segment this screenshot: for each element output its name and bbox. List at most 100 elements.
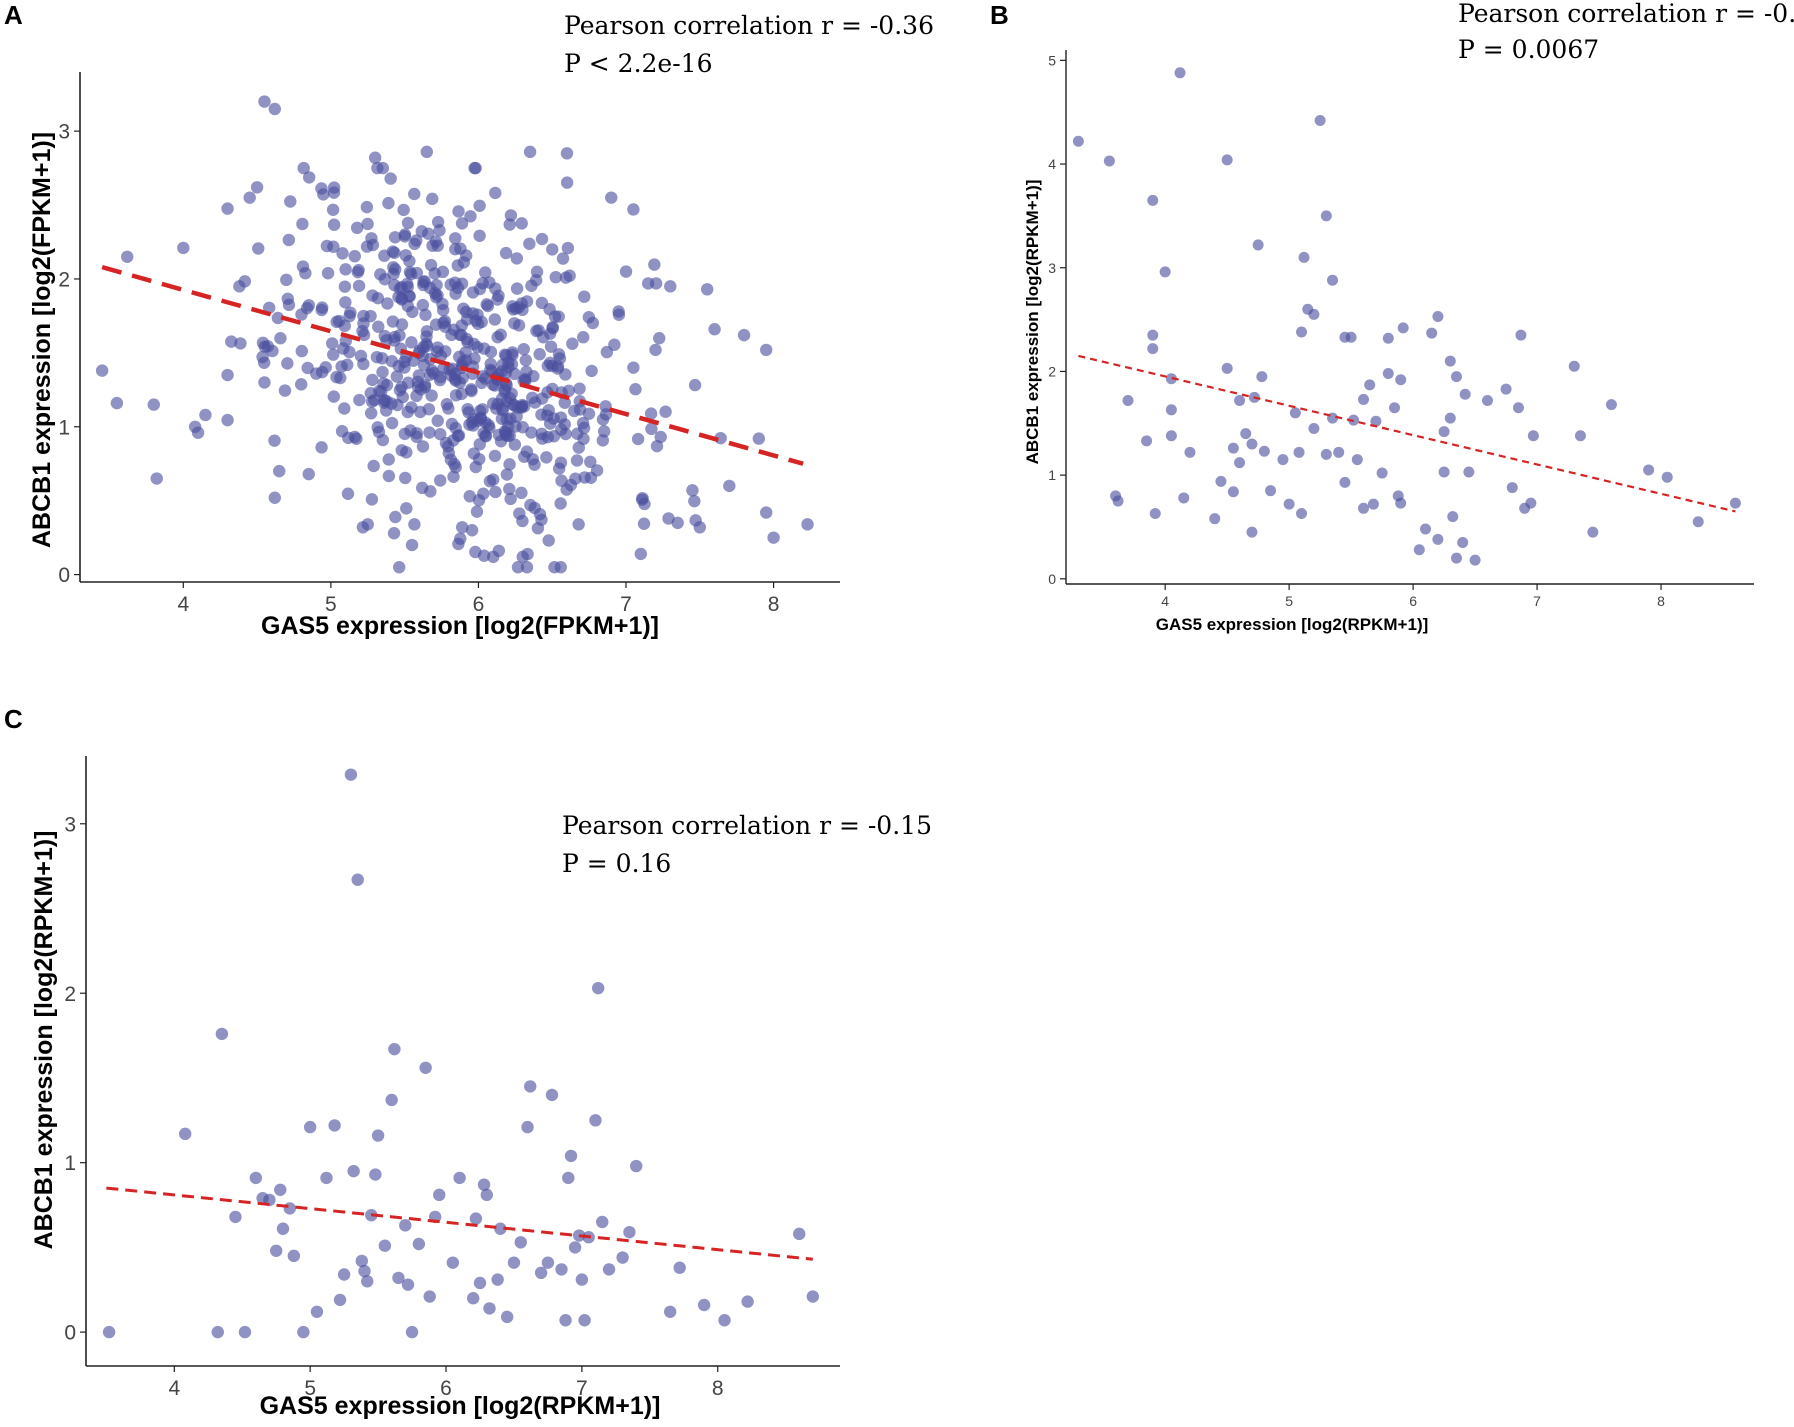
scatter-point xyxy=(268,102,281,116)
scatter-point xyxy=(1165,373,1177,385)
scatter-point xyxy=(351,873,364,886)
scatter-point xyxy=(571,427,584,440)
scatter-point xyxy=(1103,155,1115,167)
scatter-point xyxy=(449,232,462,245)
scatter-point xyxy=(516,421,529,434)
y-tick-label: 3 xyxy=(58,121,70,144)
scatter-point xyxy=(404,424,417,437)
scatter-point xyxy=(215,1027,229,1041)
scatter-point xyxy=(653,332,666,345)
scatter-point xyxy=(1234,394,1246,406)
scatter-point xyxy=(1512,402,1524,414)
scatter-point xyxy=(414,405,427,419)
scatter-point xyxy=(488,449,502,463)
x-tick-label: 4 xyxy=(177,593,189,616)
scatter-point xyxy=(378,249,391,262)
scatter-point xyxy=(1184,446,1196,458)
scatter-point xyxy=(589,1114,602,1127)
scatter-point xyxy=(494,1222,507,1235)
scatter-point xyxy=(357,328,371,342)
scatter-point xyxy=(648,258,661,271)
scatter-point xyxy=(1112,495,1124,507)
scatter-point xyxy=(389,510,402,524)
axes-c: 4 5 6 7 8 0 1 2 3 xyxy=(64,756,840,1400)
scatter-point xyxy=(278,384,292,397)
scatter-point xyxy=(436,265,450,279)
x-tick-label: 5 xyxy=(325,593,337,616)
scatter-point xyxy=(507,1256,521,1269)
scatter-point xyxy=(367,459,380,473)
scatter-point xyxy=(416,298,430,312)
scatter-point xyxy=(469,545,482,559)
scatter-point xyxy=(527,370,540,383)
scatter-point xyxy=(513,507,526,520)
scatter-point xyxy=(1574,430,1586,442)
scatter-point xyxy=(508,438,522,451)
scatter-point xyxy=(537,331,550,344)
scatter-point xyxy=(1122,394,1134,406)
scatter-point xyxy=(636,491,649,505)
scatter-point xyxy=(1165,430,1177,442)
scatter-point xyxy=(395,318,409,331)
scatter-point xyxy=(479,430,493,443)
scatter-point xyxy=(419,308,432,322)
scatter-point xyxy=(476,403,489,416)
y-axis-title-c: ABCB1 expression [log2(RPKM+1)] xyxy=(30,831,58,1250)
scatter-point xyxy=(559,1314,572,1327)
scatter-point xyxy=(578,290,591,303)
scatter-point xyxy=(542,404,555,417)
scatter-point xyxy=(597,425,611,438)
scatter-point xyxy=(540,451,553,464)
scatter-point xyxy=(302,171,316,184)
scatter-point xyxy=(384,172,397,185)
scatter-point xyxy=(473,229,486,242)
scatter-point xyxy=(295,308,308,321)
scatter-point xyxy=(573,403,587,416)
x-tick-label: 7 xyxy=(576,1377,588,1400)
y-tick-label: 2 xyxy=(1048,363,1056,379)
scatter-point xyxy=(371,421,384,434)
scatter-point xyxy=(398,228,412,241)
scatter-point xyxy=(453,1171,466,1185)
scatter-point xyxy=(429,235,443,248)
scatter-point xyxy=(1327,274,1339,286)
scatter-point xyxy=(434,474,447,487)
scatter-point xyxy=(401,1278,415,1291)
scatter-point xyxy=(380,394,393,408)
scatter-point xyxy=(365,493,379,506)
scatter-point xyxy=(445,417,459,431)
scatter-point xyxy=(356,521,370,534)
scatter-point xyxy=(465,524,479,537)
y-tick-label: 4 xyxy=(1048,156,1056,172)
scatter-point xyxy=(372,320,385,333)
scatter-point xyxy=(508,317,521,330)
scatter-point xyxy=(516,398,529,412)
scatter-point xyxy=(535,296,549,310)
scatter-point xyxy=(1515,329,1527,341)
scatter-point xyxy=(1240,428,1252,440)
scatter-point xyxy=(364,406,378,420)
scatter-point xyxy=(630,1159,643,1173)
x-tick-label: 5 xyxy=(304,1377,316,1400)
scatter-point xyxy=(478,342,491,355)
scatter-point xyxy=(400,502,413,515)
scatter-point xyxy=(376,365,389,379)
scatter-point xyxy=(385,416,399,430)
scatter-point xyxy=(1308,308,1320,320)
scatter-point xyxy=(408,518,421,531)
scatter-point xyxy=(459,249,473,262)
scatter-point xyxy=(399,1219,412,1232)
scatter-point xyxy=(549,270,562,284)
scatter-point xyxy=(1432,310,1444,322)
scatter-point xyxy=(605,191,618,204)
scatter-point xyxy=(382,196,395,210)
scatter-point xyxy=(229,1210,242,1224)
scatter-point xyxy=(502,360,515,374)
scatter-point xyxy=(664,280,677,293)
scatter-point xyxy=(453,350,466,364)
scatter-point xyxy=(243,191,256,204)
scatter-point xyxy=(1159,266,1171,278)
scatter-point xyxy=(238,1325,252,1339)
scatter-point xyxy=(1397,322,1409,334)
scatter-point xyxy=(521,547,534,561)
